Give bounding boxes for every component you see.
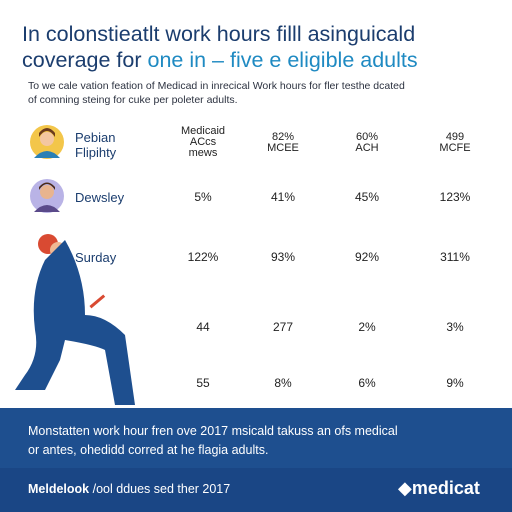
avatar-hair xyxy=(39,128,55,137)
column-header: ACcs xyxy=(189,136,217,148)
column-header: 82% xyxy=(271,131,295,143)
title-line: coverage for one in – five e eligible ad… xyxy=(22,48,418,73)
cell: 93% xyxy=(270,250,296,264)
title-highlight: one in – five e eligible adults xyxy=(147,48,418,72)
footer-note: Monstatten work hour fren ove 2017 msica… xyxy=(28,424,398,438)
corner-label: Flipihty xyxy=(75,145,117,160)
footer-note: or antes, ohedidd corred at he flagia ad… xyxy=(28,443,269,457)
illustration xyxy=(15,125,135,405)
subtitle: To we cale vation feation of Medicad in … xyxy=(28,80,405,92)
column-header: MCFE xyxy=(439,142,471,154)
row-label: Dewsley xyxy=(75,190,125,205)
cell: 44 xyxy=(196,320,210,334)
footer-bottom xyxy=(0,468,512,512)
avatar-face xyxy=(40,132,54,146)
corner-label: Pebian xyxy=(75,130,116,145)
column-header: ACH xyxy=(355,142,379,154)
logo-text: medicat xyxy=(411,478,480,498)
avatar-hair xyxy=(39,182,55,190)
title-line: In colonstieatlt work hours filll asingu… xyxy=(22,22,416,46)
cell: 122% xyxy=(187,250,219,264)
cell: 8% xyxy=(274,376,292,390)
cell: 2% xyxy=(358,320,376,334)
avatar-face xyxy=(40,185,54,199)
cell: 277 xyxy=(272,320,294,334)
row-label: Surday xyxy=(75,250,117,265)
cell: 3% xyxy=(446,320,464,334)
subtitle: of comning steing for cuke per poleter a… xyxy=(28,94,238,106)
column-header: mews xyxy=(188,147,218,159)
cell: 311% xyxy=(440,250,470,264)
cell: 55 xyxy=(196,376,210,390)
title-lead: coverage for xyxy=(22,48,142,72)
cell: 9% xyxy=(446,376,464,390)
cell: 5% xyxy=(194,190,212,204)
column-header: 60% xyxy=(355,131,379,143)
column-header: MCEE xyxy=(267,142,299,154)
figure-phone xyxy=(89,294,106,309)
column-header: Medicaid xyxy=(180,125,226,137)
column-header: 499 xyxy=(445,131,465,143)
footer-source: Meldelook /ool ddues sed ther 2017 xyxy=(28,482,230,496)
avatar-body xyxy=(34,205,60,212)
avatar-body xyxy=(34,151,60,158)
figure-body xyxy=(15,240,135,405)
cell: 6% xyxy=(358,376,376,390)
cell: 45% xyxy=(354,190,380,204)
cell: 41% xyxy=(270,190,296,204)
source-text: /ool ddues sed ther 2017 xyxy=(92,482,231,496)
source-brand: Meldelook xyxy=(28,482,90,496)
cell: 92% xyxy=(354,250,380,264)
cell: 123% xyxy=(439,190,471,204)
logo: ◆medicat xyxy=(398,478,480,498)
